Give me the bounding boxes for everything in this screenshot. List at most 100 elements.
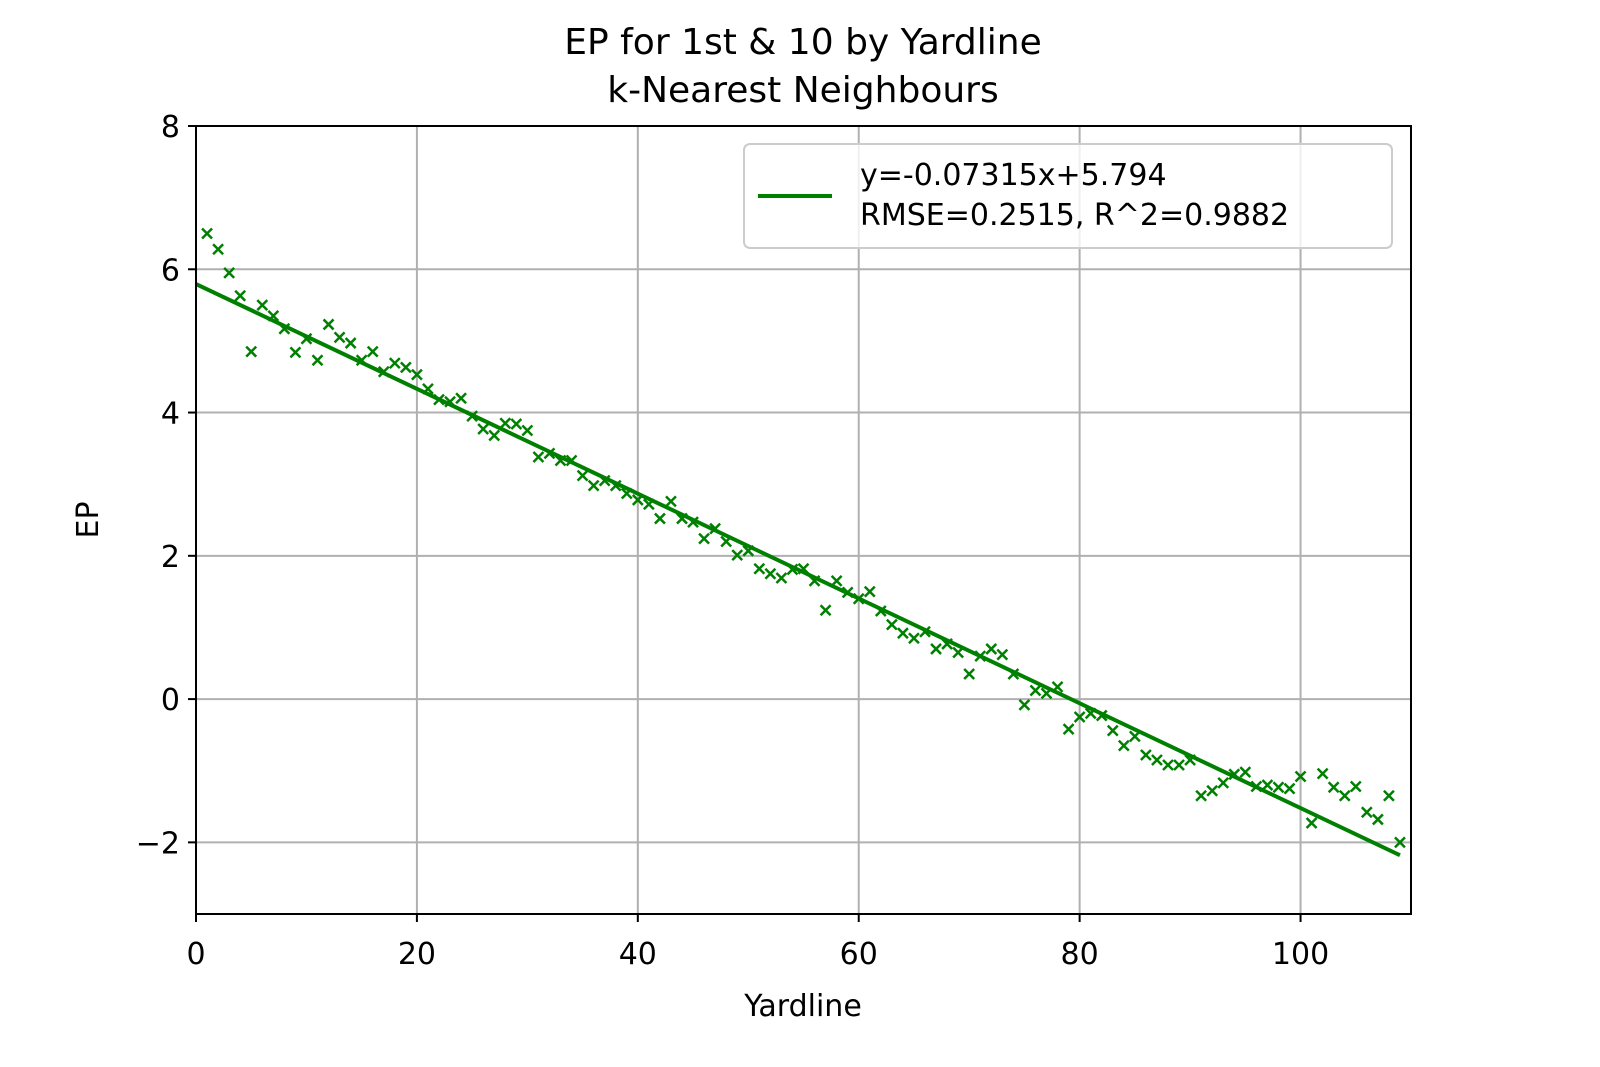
chart-title: EP for 1st & 10 by Yardline [564,22,1042,63]
data-point [1294,770,1307,783]
data-point [212,243,224,256]
x-tick-label: 20 [398,937,436,972]
data-point [1383,789,1395,802]
data-point [1128,730,1141,743]
data-point [1327,781,1340,794]
data-point [543,447,556,460]
data-point [1040,687,1053,700]
data-point [300,332,313,345]
data-point [1151,754,1163,766]
data-point [941,638,953,650]
data-point [388,357,401,369]
data-point [499,417,512,430]
data-point [665,495,677,508]
data-point [1084,707,1097,720]
data-point [234,289,247,302]
data-point [444,395,456,408]
data-point [919,625,931,638]
data-point [355,354,368,367]
data-point [996,648,1009,661]
ticks-layer: 0 20 40 60 80 100 −2 0 2 4 6 8 [136,110,1329,972]
data-point [952,646,965,659]
legend-box [743,143,1393,249]
data-point [687,516,699,529]
data-point [753,562,766,575]
data-point [1162,759,1174,771]
data-point [1173,759,1185,771]
data-point [1250,780,1263,793]
data-point [1184,754,1196,766]
data-point [742,544,755,557]
data-point [289,346,302,359]
data-point [1338,789,1351,802]
data-point [1239,766,1252,779]
data-point [631,494,644,506]
data-point [1394,836,1406,849]
data-point [1018,698,1031,711]
data-point [422,383,434,395]
data-point [1261,779,1274,791]
data-point [654,512,666,525]
data-point [598,474,611,487]
data-point [1272,781,1285,794]
y-axis-label: EP [71,501,106,538]
data-point [455,392,467,405]
data-point [322,318,335,331]
data-point [930,643,942,655]
data-point [1195,789,1208,802]
data-point [1305,817,1318,829]
y-tick-label: 2 [161,540,180,575]
data-point [852,592,865,605]
data-point [620,487,633,500]
data-point [333,331,346,344]
data-point [267,309,280,322]
data-point [908,632,920,645]
data-point [1106,724,1119,737]
data-point [278,322,291,335]
data-point [731,549,744,561]
data-point [201,227,213,240]
data-point [985,643,998,655]
x-tick-label: 40 [619,937,657,972]
data-point [874,605,887,617]
data-point [797,562,810,575]
data-point [477,423,490,435]
data-point [764,567,777,580]
data-point [245,345,258,358]
data-point [830,575,843,587]
data-point [1007,668,1020,680]
data-point [311,354,324,367]
data-point [1349,780,1362,793]
legend-fit-metrics: RMSE=0.2515, R^2=0.9882 [860,198,1289,233]
data-point [841,586,854,599]
data-point [466,410,479,423]
x-tick-label: 100 [1272,937,1329,972]
data-point [1140,749,1152,761]
data-point [609,479,622,492]
data-point [1316,767,1329,780]
x-axis-label: Yardline [743,989,862,1024]
data-point [720,535,733,548]
data-point [256,299,269,311]
data-point [565,454,578,467]
data-point [1371,813,1384,826]
data-point [223,266,236,279]
data-point [576,469,589,482]
data-point [488,429,501,442]
data-point [819,604,832,617]
y-tick-label: 6 [161,253,180,288]
fit-line [195,282,1401,858]
data-point [709,522,722,535]
chart-subtitle: k-Nearest Neighbours [607,70,998,111]
data-point [521,424,534,437]
data-point [344,337,357,349]
legend-fit-equation: y=-0.07315x+5.794 [860,158,1167,193]
data-points-layer [201,227,1406,849]
data-point [399,361,412,374]
y-tick-label: 4 [161,397,180,432]
data-point [698,532,710,545]
data-point [1029,684,1042,697]
data-point [786,563,799,576]
plot-frame [195,125,1412,915]
